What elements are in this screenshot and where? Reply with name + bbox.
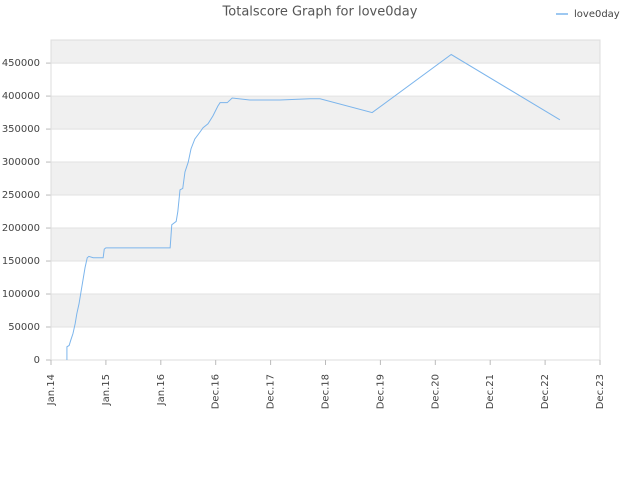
grid-band: [51, 40, 600, 64]
y-tick-label: 250000: [2, 190, 40, 201]
y-tick-label: 150000: [2, 256, 40, 267]
y-tick-label: 100000: [2, 289, 40, 300]
legend-label: love0day: [574, 9, 620, 20]
series-line: [66, 53, 561, 360]
x-tick-label: Dec.17: [266, 374, 277, 409]
chart-title: Totalscore Graph for love0day: [222, 5, 418, 20]
grid-band: [51, 294, 600, 328]
grid-band: [51, 228, 600, 262]
y-tick-label: 300000: [2, 157, 40, 168]
x-tick-label: Dec.21: [485, 374, 496, 409]
x-tick-label: Jan.14: [46, 374, 57, 406]
x-tick-label: Jan.15: [101, 374, 112, 406]
y-tick-label: 0: [34, 355, 40, 366]
x-tick-label: Dec.18: [321, 374, 332, 409]
y-tick-label: 450000: [2, 58, 40, 69]
x-tick-label: Dec.19: [375, 374, 386, 409]
x-tick-label: Dec.20: [430, 374, 441, 409]
x-tick-label: Jan.16: [156, 374, 167, 406]
grid-band: [51, 96, 600, 130]
y-tick-label: 50000: [8, 322, 40, 333]
y-tick-label: 350000: [2, 124, 40, 135]
y-tick-label: 200000: [2, 223, 40, 234]
y-tick-label: 400000: [2, 91, 40, 102]
x-tick-label: Dec.23: [595, 374, 606, 409]
grid-band: [51, 162, 600, 196]
x-tick-label: Dec.22: [540, 374, 551, 409]
x-tick-label: Dec.16: [211, 374, 222, 409]
